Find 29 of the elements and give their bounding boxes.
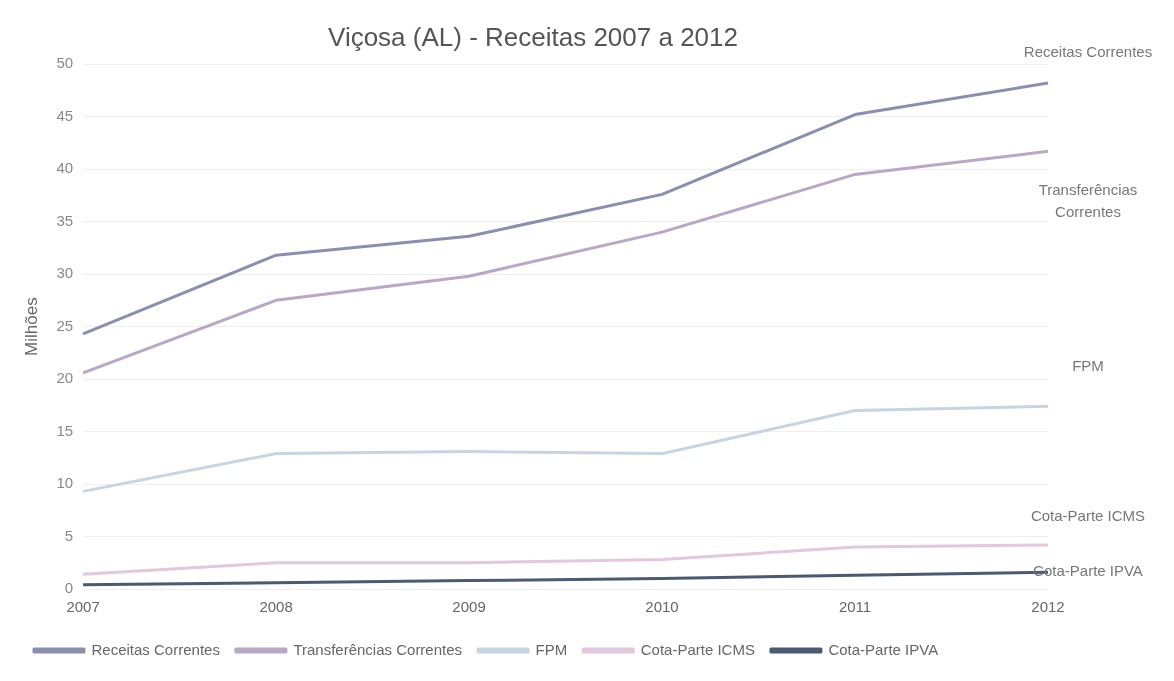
y-tick-label: 15	[56, 421, 74, 439]
legend-label: Cota-Parte ICMS	[640, 640, 755, 658]
x-tick-label: 2008	[259, 598, 293, 616]
text: Receitas Correntes	[1023, 43, 1153, 61]
x-tick-label: 2007	[66, 598, 100, 616]
y-tick-label: 5	[64, 526, 74, 544]
legend-label: FPM	[535, 640, 568, 658]
legend-label: Cota-Parte IPVA	[828, 640, 939, 658]
y-tick-label: 50	[56, 54, 74, 72]
text: FPM	[1072, 356, 1104, 374]
y-tick-label: 0	[64, 579, 74, 597]
x-tick-label: 2011	[838, 598, 872, 616]
y-axis-title: Milhões	[21, 297, 41, 356]
text: Cota-Parte ICMS	[1030, 507, 1146, 525]
text: Transferências Correntes	[1038, 181, 1138, 221]
text: Cota-Parte IPVA	[1033, 562, 1143, 580]
chart-title: Viçosa (AL) - Receitas 2007 a 2012	[328, 21, 738, 52]
y-tick-label: 40	[56, 159, 74, 177]
legend-label: Receitas Correntes	[91, 640, 220, 658]
y-tick-label: 20	[56, 369, 74, 387]
y-tick-label: 35	[56, 211, 74, 229]
y-tick-label: 45	[56, 106, 74, 124]
y-tick-label: 25	[56, 316, 74, 334]
x-tick-label: 2012	[1031, 598, 1065, 616]
y-tick-label: 10	[56, 474, 74, 492]
y-tick-label: 30	[56, 264, 74, 282]
legend-label: Transferências Correntes	[293, 640, 463, 658]
x-tick-label: 2009	[452, 598, 486, 616]
x-tick-label: 2010	[645, 598, 679, 616]
